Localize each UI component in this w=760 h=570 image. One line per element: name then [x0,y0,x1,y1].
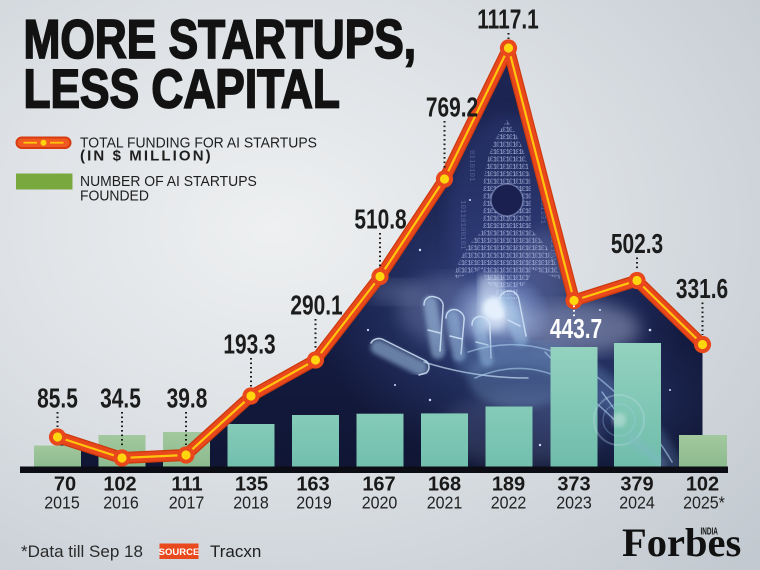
svg-text:2024: 2024 [619,493,655,513]
svg-text:2022: 2022 [491,493,527,513]
svg-text:2017: 2017 [169,493,205,513]
svg-text:85.5: 85.5 [37,384,78,414]
svg-text:10110100101: 10110100101 [458,200,466,250]
svg-text:502.3: 502.3 [611,229,663,259]
svg-text:102: 102 [686,474,719,496]
svg-text:1117.1: 1117.1 [477,5,539,35]
svg-text:2023: 2023 [556,493,592,513]
svg-text:167: 167 [362,474,395,496]
svg-text:2025*: 2025* [683,493,725,513]
svg-text:SOURCE: SOURCE [159,547,200,558]
svg-text:168: 168 [428,474,461,496]
svg-text:2016: 2016 [103,493,139,513]
svg-text:Tracxn: Tracxn [210,542,261,561]
svg-text:LESS CAPITAL: LESS CAPITAL [24,58,340,120]
svg-text:443.7: 443.7 [550,314,602,344]
svg-text:39.8: 39.8 [167,384,208,414]
svg-text:(IN $ MILLION): (IN $ MILLION) [80,148,213,165]
svg-text:193.3: 193.3 [223,330,275,360]
svg-text:34.5: 34.5 [100,384,141,414]
svg-text:510.8: 510.8 [354,205,406,235]
svg-text:70: 70 [54,474,76,496]
svg-text:163: 163 [296,474,329,496]
svg-text:102: 102 [103,474,136,496]
svg-text:INDIA: INDIA [701,525,718,537]
svg-text:135: 135 [235,474,268,496]
svg-text:189: 189 [492,474,525,496]
svg-text:0101101: 0101101 [548,230,556,262]
svg-text:290.1: 290.1 [290,291,342,321]
svg-text:769.2: 769.2 [426,93,478,123]
svg-text:373: 373 [557,474,590,496]
svg-text:NUMBER OF AI STARTUPS: NUMBER OF AI STARTUPS [80,174,257,191]
svg-text:2019: 2019 [296,493,332,513]
svg-text:TOTAL FUNDING FOR AI STARTUPS: TOTAL FUNDING FOR AI STARTUPS [80,135,317,152]
svg-text:*Data till Sep 18: *Data till Sep 18 [21,542,143,561]
svg-text:2015: 2015 [44,493,80,513]
svg-text:331.6: 331.6 [676,274,728,304]
svg-text:MORE STARTUPS,: MORE STARTUPS, [24,8,417,70]
svg-text:FOUNDED: FOUNDED [80,188,149,205]
svg-text:0110101: 0110101 [467,150,475,182]
svg-text:2018: 2018 [233,493,269,513]
svg-text:379: 379 [620,474,653,496]
svg-text:111: 111 [171,474,202,496]
svg-text:2020: 2020 [362,493,398,513]
svg-text:Forbes: Forbes [622,520,741,565]
svg-text:2021: 2021 [427,493,463,513]
